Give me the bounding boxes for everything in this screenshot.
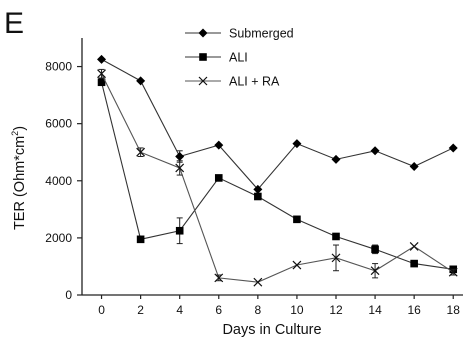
legend-item: ALI + RA: [185, 75, 280, 89]
data-point-x-marker: [97, 69, 106, 79]
legend-item: Submerged: [185, 27, 294, 41]
series-line: [101, 58, 454, 191]
y-tick-label: 6000: [45, 117, 72, 131]
y-ticks: 0 2000 4000 6000 8000: [45, 60, 82, 302]
legend-x-marker: [198, 76, 208, 86]
data-point-square-marker: [371, 245, 379, 254]
legend-item: ALI: [185, 51, 248, 65]
data-point-diamond-marker: [136, 76, 146, 86]
x-tick-label: 2: [137, 303, 144, 317]
panel-label: E: [4, 7, 24, 40]
series-line: [101, 82, 454, 270]
data-point-x-marker: [214, 273, 224, 283]
data-point-diamond-marker: [370, 146, 380, 156]
y-axis-title-superscript: 2: [10, 131, 20, 136]
data-point-diamond-marker: [97, 54, 107, 64]
data-point-diamond-marker: [292, 139, 302, 149]
y-tick-label: 4000: [45, 174, 72, 188]
x-tick-label: 4: [176, 303, 183, 317]
series-line: [101, 73, 454, 283]
data-point-diamond-marker: [175, 152, 185, 162]
series-diamond: [97, 54, 458, 194]
y-tick-label: 2000: [45, 231, 72, 245]
series-square: [97, 78, 458, 274]
legend-label: ALI + RA: [229, 75, 280, 89]
data-point-square-marker: [332, 232, 340, 241]
axes: [81, 38, 463, 296]
legend-label: ALI: [229, 51, 248, 65]
data-point-square-marker: [410, 259, 418, 268]
x-tick-label: 10: [290, 303, 304, 317]
data-point-square-marker: [254, 192, 262, 201]
series-x: [97, 68, 458, 287]
data-point-diamond-marker: [331, 154, 341, 164]
data-point-diamond-marker: [253, 184, 263, 194]
legend: Submerged ALI ALI + RA: [185, 27, 294, 89]
data-point-diamond-marker: [214, 140, 224, 150]
x-tick-label: 6: [215, 303, 222, 317]
x-tick-label: 18: [447, 303, 461, 317]
data-point-x-marker: [253, 277, 263, 287]
x-tick-label: 14: [368, 303, 382, 317]
data-point-diamond-marker: [409, 162, 419, 171]
legend-diamond-marker: [198, 28, 208, 38]
data-point-x-marker: [136, 147, 146, 157]
legend-label: Submerged: [229, 27, 294, 41]
data-point-x-marker: [448, 267, 458, 277]
data-point-x-marker: [409, 242, 419, 251]
x-tick-label: 8: [255, 303, 262, 317]
y-tick-label: 8000: [45, 60, 72, 74]
x-axis-title: Days in Culture: [222, 322, 321, 338]
data-point-square-marker: [136, 235, 145, 244]
x-tick-label: 16: [407, 303, 421, 317]
data-point-x-marker: [292, 260, 302, 270]
x-tick-label: 12: [329, 303, 343, 317]
y-tick-label: 0: [65, 288, 72, 302]
x-tick-label: 0: [98, 303, 105, 317]
data-point-x-marker: [331, 253, 341, 263]
data-point-x-marker: [370, 266, 380, 276]
y-axis-title-main: TER (Ohm*cm: [12, 136, 28, 230]
series-layer: [97, 54, 458, 287]
data-point-square-marker: [97, 78, 106, 87]
data-point-square-marker: [175, 226, 184, 235]
y-axis-title-close: ): [12, 126, 28, 131]
data-point-square-marker: [214, 174, 223, 182]
data-point-diamond-marker: [448, 143, 458, 153]
y-axis-title: TER (Ohm*cm2): [10, 126, 28, 230]
legend-square-marker: [199, 53, 207, 61]
data-point-square-marker: [293, 215, 301, 224]
x-ticks: 0 2 4 6 8 10 12 14 16 18: [98, 295, 460, 317]
data-point-x-marker: [175, 163, 185, 173]
